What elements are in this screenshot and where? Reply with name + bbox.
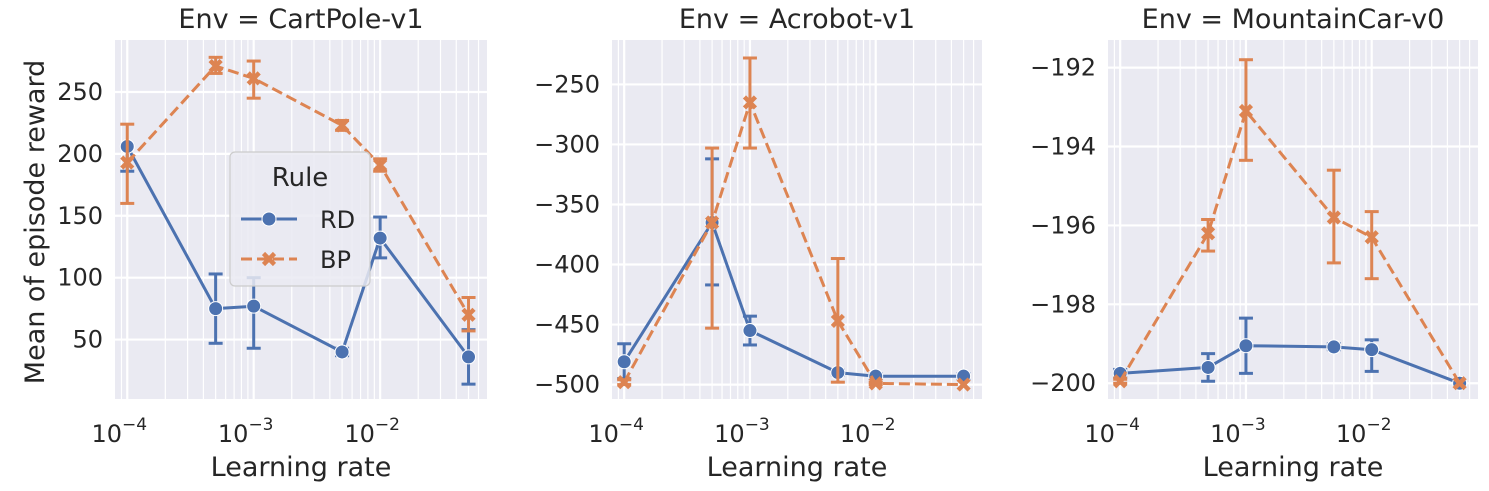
data-point <box>373 157 388 173</box>
y-tick-label: −192 <box>1030 54 1096 82</box>
x-axis-label: Learning rate <box>1203 452 1384 483</box>
data-point <box>705 215 720 230</box>
x-tick-label: 10−2 <box>840 415 896 448</box>
plot-area <box>1108 40 1478 399</box>
data-point <box>742 95 758 110</box>
data-point <box>868 376 883 391</box>
data-point <box>120 155 135 170</box>
panel-title: Env = Acrobot-v1 <box>679 4 915 35</box>
series-line <box>126 64 470 316</box>
series-line <box>125 145 470 358</box>
y-tick-label: −200 <box>1030 369 1096 397</box>
series-rd <box>1112 316 1468 391</box>
y-tick-label: −350 <box>534 190 600 218</box>
legend-title: Rule <box>272 163 329 193</box>
series-line <box>622 221 964 378</box>
x-tick-label: 10−3 <box>218 415 274 448</box>
x-tick-label: 10−4 <box>588 415 644 448</box>
series-line <box>622 100 964 387</box>
y-tick-label: 200 <box>57 140 103 168</box>
panel-3: Env = MountainCar-v0 Learning rate 10−4 10−… <box>1030 4 1478 483</box>
data-point <box>461 307 476 322</box>
data-point <box>616 354 632 370</box>
data-point <box>956 377 971 392</box>
data-point <box>246 71 261 86</box>
y-tick-label: −400 <box>534 251 600 279</box>
data-point <box>1364 342 1380 358</box>
data-point <box>742 323 758 339</box>
data-point <box>246 298 262 314</box>
y-tick-label: 250 <box>57 78 103 106</box>
data-point <box>1113 374 1128 389</box>
x-tick-label: 10−3 <box>714 415 770 448</box>
data-point <box>208 301 224 317</box>
x-tick-label: 10−2 <box>344 415 400 448</box>
y-tick-label: −500 <box>534 371 600 399</box>
y-tick-label: 50 <box>72 326 103 354</box>
legend-marker-rd <box>261 211 277 227</box>
y-tick-label: 100 <box>57 264 103 292</box>
data-point <box>1326 210 1341 225</box>
y-tick-label: −194 <box>1030 133 1096 161</box>
y-tick-label: 150 <box>57 202 103 230</box>
y-tick-label: −196 <box>1030 211 1096 239</box>
data-point <box>1238 338 1254 354</box>
panel-title: Env = MountainCar-v0 <box>1142 4 1445 35</box>
series-bp <box>1113 58 1467 391</box>
y-tick-label: −450 <box>534 311 600 339</box>
series-bp <box>617 56 971 392</box>
x-axis-label: Learning rate <box>707 452 888 483</box>
legend-label-bp: BP <box>320 246 351 274</box>
data-point <box>1200 359 1216 375</box>
data-point <box>1452 376 1467 391</box>
series-line <box>1120 344 1461 385</box>
y-tick-label: −198 <box>1030 290 1096 318</box>
series-line <box>1118 109 1461 384</box>
panel-title: Env = CartPole-v1 <box>178 4 423 35</box>
data-point <box>208 58 223 74</box>
x-tick-label: 10−4 <box>1084 415 1140 448</box>
data-point <box>461 349 477 365</box>
data-point <box>617 375 632 390</box>
legend-label-rd: RD <box>320 206 355 234</box>
data-point <box>372 230 388 246</box>
data-point <box>1364 230 1379 245</box>
y-tick-label: −300 <box>534 130 600 158</box>
series-bp <box>120 55 476 333</box>
panels: Env = CartPole-v1 Learning rate 10−4 10−3 10… <box>57 4 1478 483</box>
data-point <box>830 313 845 329</box>
legend-marker-bp <box>261 251 277 267</box>
y-tick-label: −250 <box>534 70 600 98</box>
legend: Rule RD BP <box>229 151 371 287</box>
x-tick-label: 10−4 <box>91 415 147 448</box>
data-point <box>334 118 350 133</box>
x-axis-label: Learning rate <box>211 452 392 483</box>
panel-2: Env = Acrobot-v1 Learning rate 10−4 10−3 10−… <box>534 4 982 483</box>
data-point <box>334 344 350 360</box>
x-tick-label: 10−3 <box>1210 415 1266 448</box>
data-point <box>1238 103 1254 119</box>
x-tick-label: 10−2 <box>1336 415 1392 448</box>
series-rd <box>119 138 477 386</box>
data-point <box>1200 226 1216 241</box>
y-axis-label: Mean of episode reward <box>20 60 51 384</box>
data-point <box>1326 339 1342 355</box>
